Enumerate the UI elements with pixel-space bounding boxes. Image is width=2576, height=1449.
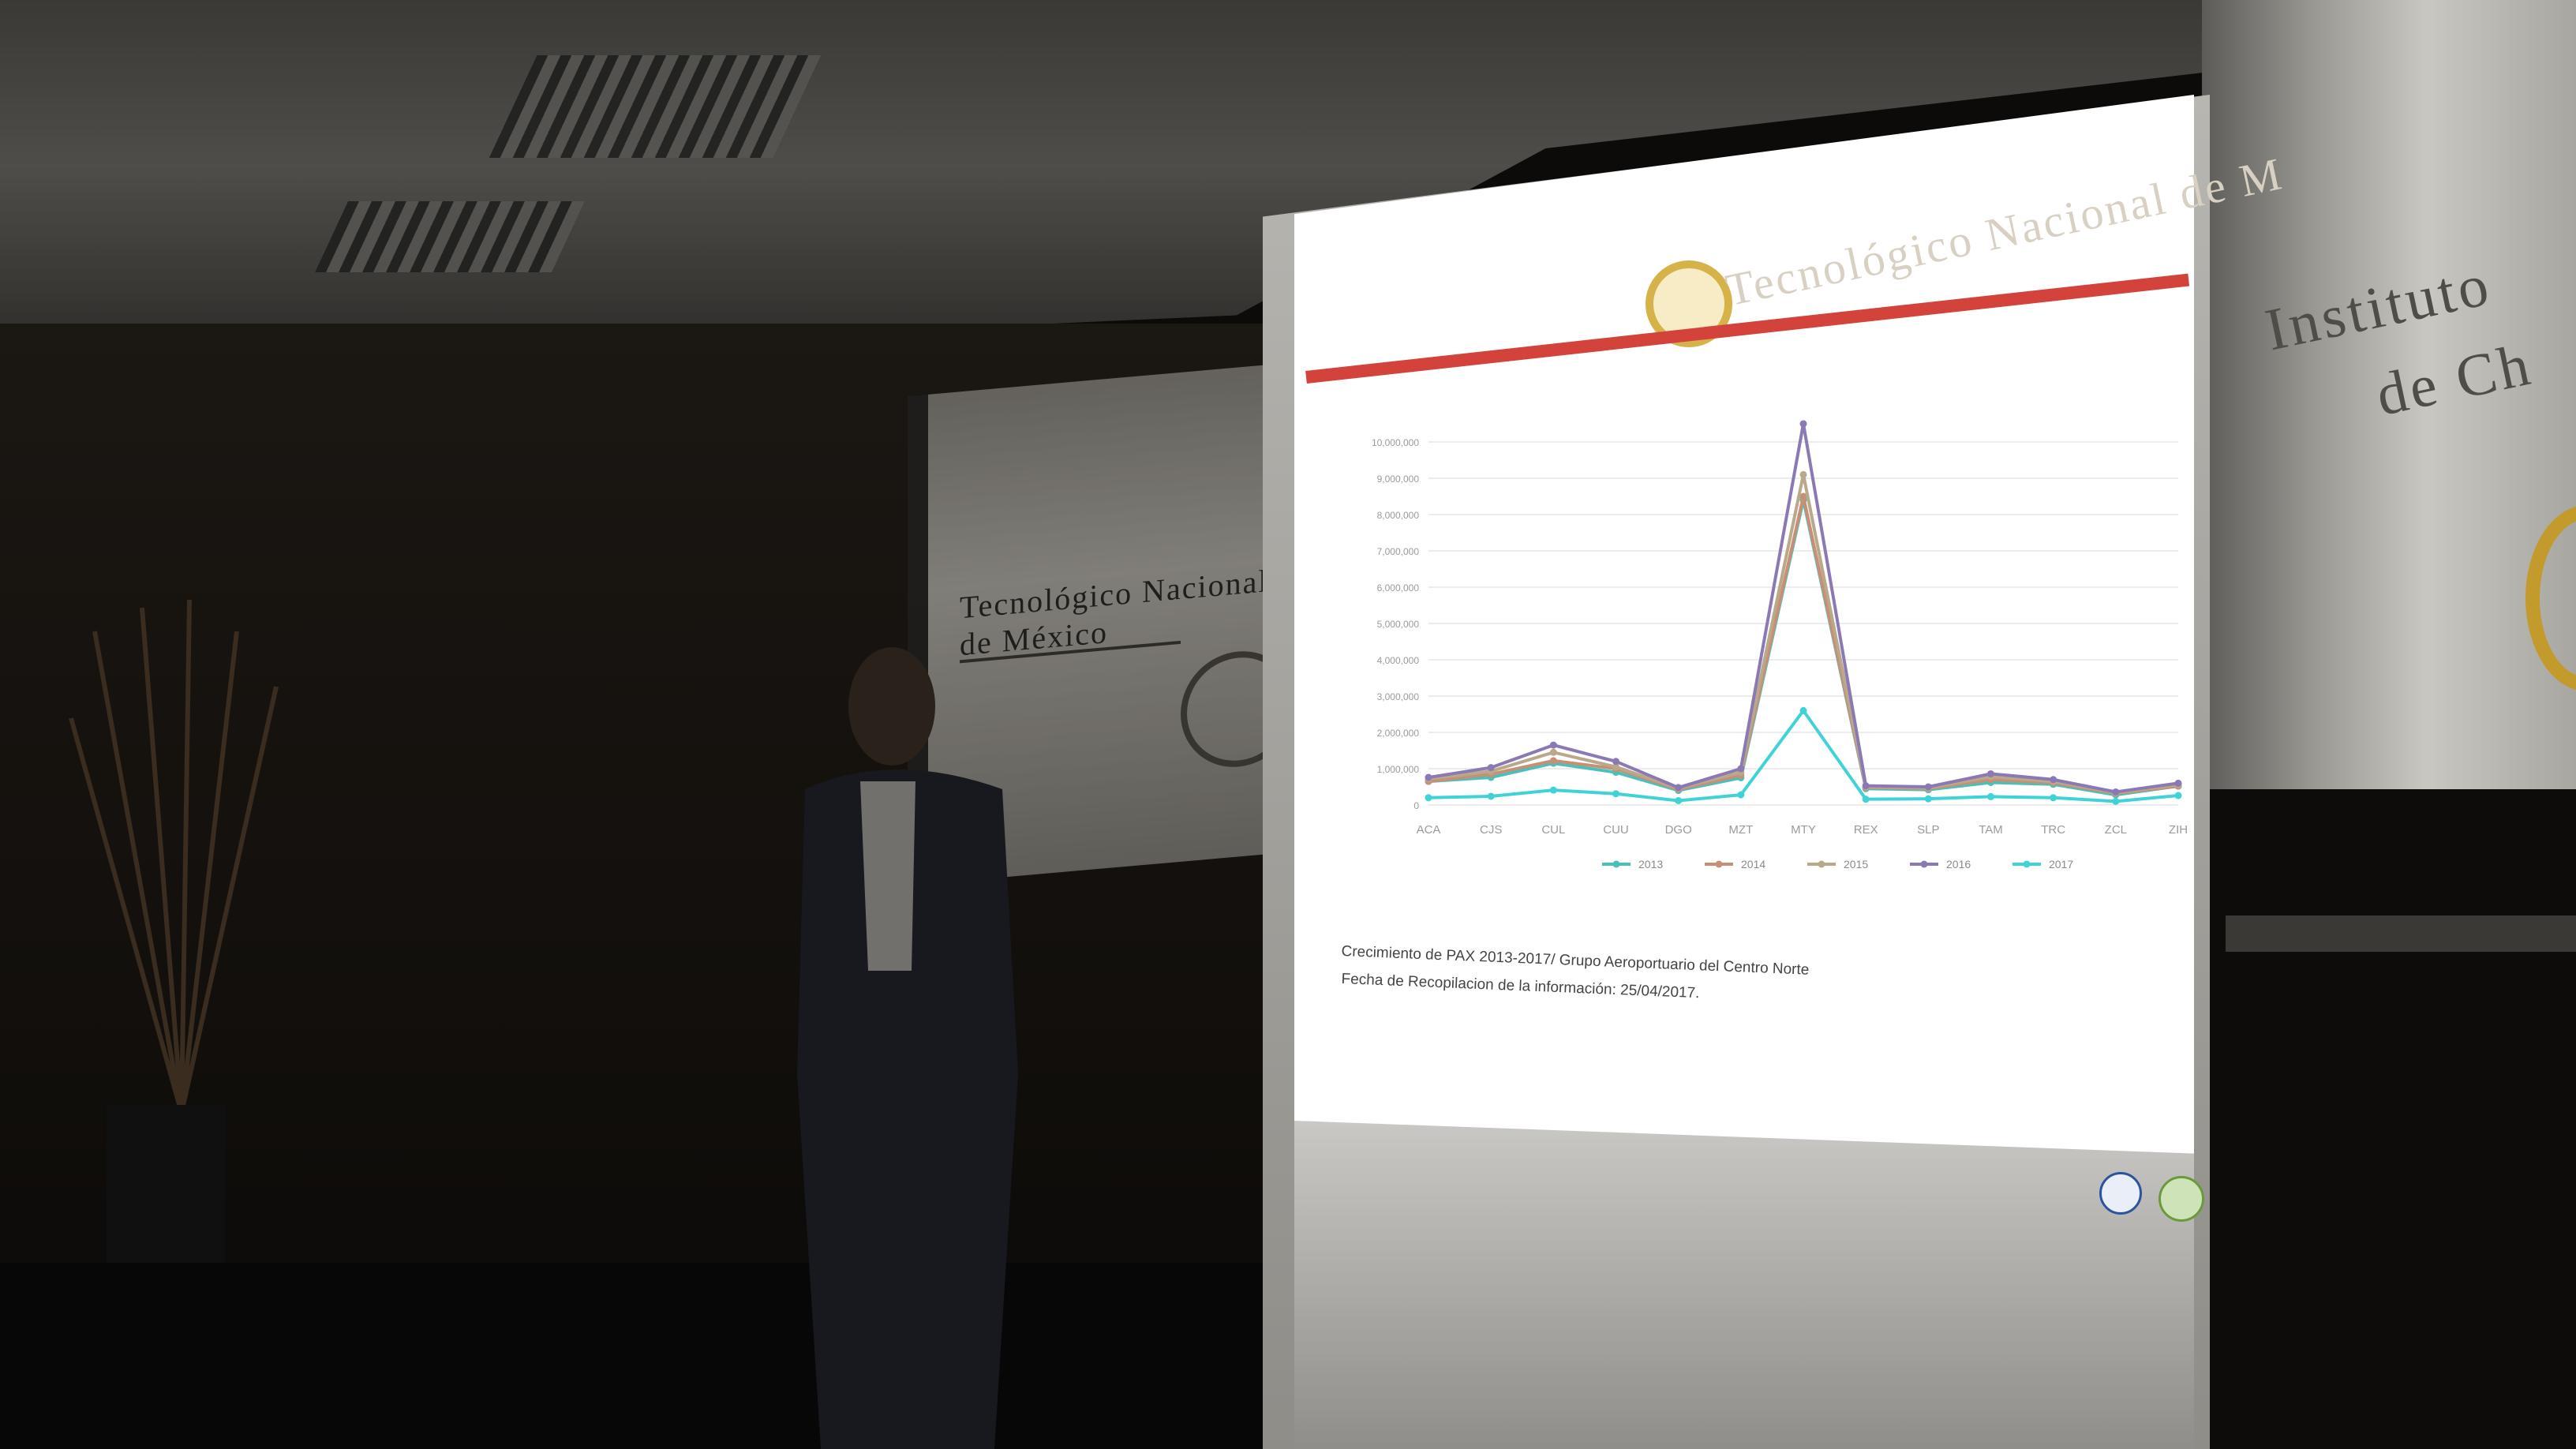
- legend-label: 2014: [1741, 858, 1765, 871]
- legend-marker: [1818, 860, 1825, 868]
- banner-stripe: [2226, 915, 2576, 952]
- x-tick-label: REX: [1854, 823, 1878, 837]
- data-point: [2174, 779, 2182, 787]
- data-point: [1862, 782, 1870, 790]
- x-tick-label: ZIH: [2169, 823, 2188, 837]
- y-tick-label: 1,000,000: [1377, 764, 1420, 775]
- y-tick-label: 3,000,000: [1377, 691, 1420, 702]
- data-point: [1675, 784, 1683, 792]
- data-point: [1675, 796, 1683, 804]
- ceiling-vent: [315, 201, 585, 272]
- x-tick-label: CUU: [1603, 823, 1629, 837]
- x-tick-label: TRC: [2041, 823, 2065, 837]
- legend-label: 2016: [1946, 858, 1971, 871]
- x-tick-label: ACA: [1417, 823, 1441, 837]
- data-point: [1612, 763, 1619, 771]
- data-point: [1862, 796, 1870, 803]
- data-point: [1799, 470, 1807, 478]
- left-footer-logo-icon: [2099, 1172, 2142, 1215]
- data-point: [1987, 792, 1994, 800]
- y-tick-label: 8,000,000: [1377, 510, 1420, 521]
- x-tick-label: DGO: [1665, 823, 1692, 837]
- data-point: [1924, 783, 1932, 791]
- legend-label: 2015: [1844, 858, 1868, 871]
- y-tick-label: 2,000,000: [1377, 728, 1420, 739]
- y-tick-label: 7,000,000: [1377, 546, 1420, 557]
- data-point: [1549, 757, 1557, 765]
- data-point: [1487, 792, 1495, 800]
- series-line-2015: [1428, 473, 2179, 795]
- data-point: [1549, 748, 1557, 756]
- data-point: [1737, 765, 1745, 773]
- data-point: [1799, 706, 1807, 714]
- data-point: [2112, 797, 2120, 805]
- x-tick-label: SLP: [1917, 823, 1939, 837]
- passenger-growth-line-chart: 0 1,000,000 2,000,000 3,000,000 4,000,000 5,0…: [1372, 420, 2188, 871]
- right-footer-logo-icon: [2159, 1176, 2204, 1222]
- data-point: [1612, 790, 1619, 798]
- chart-series: [1425, 420, 2182, 805]
- x-tick-label: CUL: [1541, 823, 1565, 837]
- y-tick-label: 0: [1413, 800, 1419, 811]
- data-point: [2112, 788, 2120, 796]
- data-point: [1987, 769, 1994, 777]
- y-tick-label: 4,000,000: [1377, 655, 1420, 666]
- data-point: [1612, 758, 1619, 766]
- data-point: [1425, 773, 1432, 781]
- data-point: [1487, 764, 1495, 772]
- decorative-plant: [69, 600, 279, 1113]
- data-point: [1799, 420, 1807, 428]
- legend-marker: [2023, 860, 2031, 868]
- data-point: [1737, 791, 1745, 799]
- legend-label: 2017: [2049, 858, 2073, 871]
- data-point: [2174, 792, 2182, 799]
- chart-y-ticks: 0 1,000,000 2,000,000 3,000,000 4,000,000 5,0…: [1372, 437, 1419, 811]
- legend-marker: [1920, 860, 1928, 868]
- x-tick-label: MTY: [1791, 823, 1816, 837]
- presenter-silhouette: [797, 647, 1018, 1449]
- projection-screen-lower: [1294, 1121, 2194, 1449]
- x-tick-label: MZT: [1728, 823, 1753, 837]
- y-tick-label: 6,000,000: [1377, 582, 1420, 593]
- data-point: [1549, 741, 1557, 749]
- legend-marker: [1612, 860, 1620, 868]
- legend-label: 2013: [1638, 858, 1663, 871]
- y-tick-label: 5,000,000: [1377, 619, 1420, 630]
- data-point: [1549, 786, 1557, 794]
- x-tick-label: CJS: [1480, 823, 1502, 837]
- chart-x-ticks: ACA CJS CUL CUU DGO MZT MTY REX SLP TAM TRC ZCL ZIH: [1417, 823, 2188, 837]
- banner-lower-shadow: [2202, 789, 2576, 1449]
- y-tick-label: 10,000,000: [1372, 437, 1419, 448]
- y-tick-label: 9,000,000: [1377, 474, 1420, 485]
- ceiling-vent: [489, 55, 822, 158]
- chart-legend: 2013 2014 2015 2016 2017: [1602, 858, 2073, 871]
- x-tick-label: ZCL: [2105, 823, 2127, 837]
- data-point: [1425, 794, 1432, 802]
- chart-grid: [1428, 441, 2178, 806]
- legend-marker: [1715, 860, 1723, 868]
- data-point: [2050, 776, 2057, 784]
- x-tick-label: TAM: [1979, 823, 2003, 837]
- data-point: [1799, 492, 1807, 500]
- data-point: [1924, 795, 1932, 803]
- data-point: [2050, 794, 2057, 802]
